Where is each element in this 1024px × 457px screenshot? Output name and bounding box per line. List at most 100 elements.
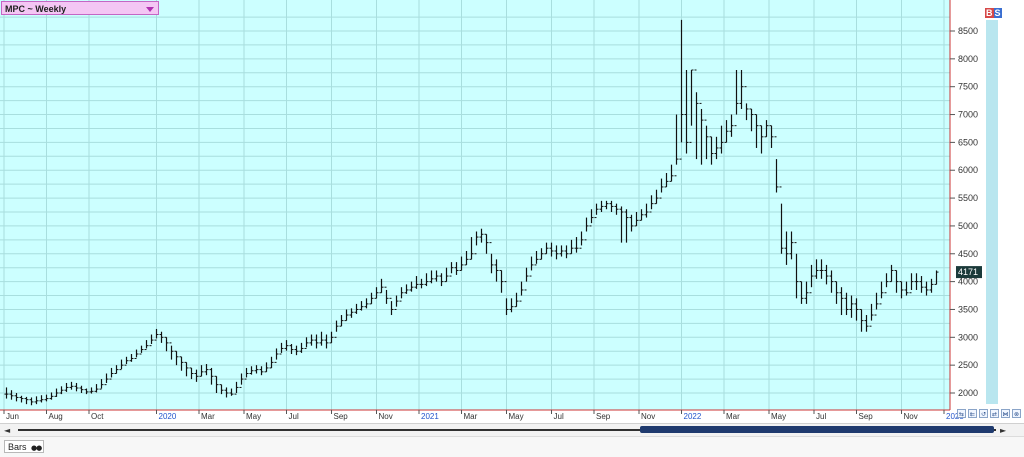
ohlc-bar bbox=[359, 301, 364, 311]
ohlc-bar bbox=[484, 233, 489, 254]
ohlc-bar bbox=[434, 270, 439, 282]
y-tick-label: 5500 bbox=[958, 193, 978, 203]
ohlc-bar bbox=[554, 245, 559, 260]
ohlc-bar bbox=[834, 281, 839, 304]
ohlc-bar bbox=[894, 269, 899, 293]
x-month-label: Nov bbox=[641, 412, 655, 421]
scroll-track[interactable] bbox=[18, 429, 996, 431]
ohlc-bar bbox=[794, 242, 799, 299]
ohlc-bar bbox=[364, 298, 369, 309]
ohlc-bar bbox=[299, 342, 304, 353]
ohlc-bar bbox=[559, 245, 564, 257]
ohlc-bar bbox=[9, 390, 14, 400]
scroll-left-arrow-icon[interactable]: ◄ bbox=[4, 426, 11, 435]
ohlc-bar bbox=[254, 365, 259, 374]
ohlc-bar bbox=[624, 209, 629, 243]
ohlc-bar bbox=[934, 270, 939, 285]
mini-button-1[interactable]: ⇆ bbox=[957, 409, 966, 418]
y-tick-label: 2000 bbox=[958, 388, 978, 398]
ohlc-bar bbox=[209, 367, 214, 385]
ohlc-bar bbox=[404, 284, 409, 294]
ohlc-bar bbox=[574, 237, 579, 253]
ohlc-bar bbox=[249, 366, 254, 375]
ohlc-bar bbox=[634, 212, 639, 227]
bars-toggle-icon: ●● bbox=[31, 444, 42, 452]
ohlc-bar bbox=[594, 203, 599, 219]
x-year-label: 2022 bbox=[684, 412, 702, 421]
x-month-label: May bbox=[771, 412, 786, 421]
ohlc-bar bbox=[869, 303, 874, 327]
ohlc-bar bbox=[724, 120, 729, 143]
ohlc-bar bbox=[719, 125, 724, 154]
mini-button-6[interactable]: ⊗ bbox=[1012, 409, 1021, 418]
ohlc-bar bbox=[639, 209, 644, 221]
ohlc-bar bbox=[709, 136, 714, 165]
scroll-right-arrow-icon[interactable]: ► bbox=[1000, 426, 1007, 435]
ohlc-bar bbox=[409, 281, 414, 292]
ohlc-bar bbox=[199, 365, 204, 377]
symbol-selector[interactable]: MPC ~ Weekly bbox=[1, 1, 159, 15]
x-month-label: Sep bbox=[859, 412, 874, 421]
ohlc-bar bbox=[19, 395, 24, 403]
ohlc-bar bbox=[479, 228, 484, 243]
ohlc-bar bbox=[629, 214, 634, 232]
ohlc-bar bbox=[274, 348, 279, 363]
ohlc-bar bbox=[549, 242, 554, 257]
x-month-label: Aug bbox=[49, 412, 63, 421]
ohlc-bar bbox=[504, 281, 509, 316]
ohlc-bar bbox=[314, 334, 319, 349]
ohlc-bar bbox=[799, 281, 804, 304]
ohlc-bar bbox=[804, 281, 809, 304]
y-tick-label: 5000 bbox=[958, 221, 978, 231]
x-month-label: Jul bbox=[816, 412, 826, 421]
mini-button-5[interactable]: ⋈ bbox=[1001, 409, 1010, 418]
ohlc-bar bbox=[304, 337, 309, 349]
ohlc-bar bbox=[349, 308, 354, 318]
ohlc-bar bbox=[524, 267, 529, 291]
ohlc-bar bbox=[779, 186, 784, 254]
mini-button-3[interactable]: ↺ bbox=[979, 409, 988, 418]
ohlc-bar bbox=[429, 270, 434, 284]
ohlc-bar bbox=[374, 287, 379, 299]
mini-button-4[interactable]: ⇄ bbox=[990, 409, 999, 418]
ohlc-bar bbox=[644, 203, 649, 218]
sell-badge[interactable]: S bbox=[993, 8, 1002, 18]
y-tick-label: 7000 bbox=[958, 110, 978, 120]
ohlc-bar bbox=[579, 231, 584, 249]
buy-badge[interactable]: B bbox=[985, 8, 994, 18]
symbol-title: MPC ~ Weekly bbox=[5, 4, 67, 14]
mini-button-2[interactable]: ⇇ bbox=[968, 409, 977, 418]
horizontal-scrollbar[interactable]: ◄ ► bbox=[0, 423, 1024, 436]
ohlc-bar bbox=[369, 292, 374, 305]
last-price-label: 4171 bbox=[958, 267, 978, 277]
ohlc-bar bbox=[109, 367, 114, 380]
y-tick-label: 7500 bbox=[958, 82, 978, 92]
ohlc-bar bbox=[784, 231, 789, 265]
ohlc-bar bbox=[79, 385, 84, 393]
ohlc-bar bbox=[754, 114, 759, 148]
ohlc-bar bbox=[439, 273, 444, 287]
ohlc-bar bbox=[124, 356, 129, 366]
ohlc-bar bbox=[114, 365, 119, 375]
ohlc-bar bbox=[99, 379, 104, 390]
x-month-label: Jul bbox=[289, 412, 299, 421]
ohlc-bar bbox=[619, 206, 624, 243]
scroll-thumb[interactable] bbox=[640, 426, 994, 433]
ohlc-bar bbox=[244, 367, 249, 380]
ohlc-bar bbox=[229, 388, 234, 396]
right-strip bbox=[986, 20, 998, 404]
ohlc-bar bbox=[424, 273, 429, 287]
ohlc-bar bbox=[174, 350, 179, 366]
price-chart[interactable]: 8500 8000 7500 7000 6500 6000 5500 5000 4500 4000… bbox=[0, 0, 1024, 423]
ohlc-bar bbox=[899, 281, 904, 299]
ohlc-bar bbox=[659, 178, 664, 199]
ohlc-bar bbox=[829, 270, 834, 293]
x-month-label: Nov bbox=[904, 412, 918, 421]
ohlc-bar bbox=[34, 396, 39, 405]
dropdown-arrow-icon[interactable] bbox=[146, 7, 154, 12]
ohlc-bar bbox=[694, 69, 699, 160]
chart-type-button[interactable]: Bars ●● bbox=[4, 440, 44, 453]
ohlc-bar bbox=[169, 342, 174, 360]
ohlc-bar bbox=[104, 373, 109, 386]
